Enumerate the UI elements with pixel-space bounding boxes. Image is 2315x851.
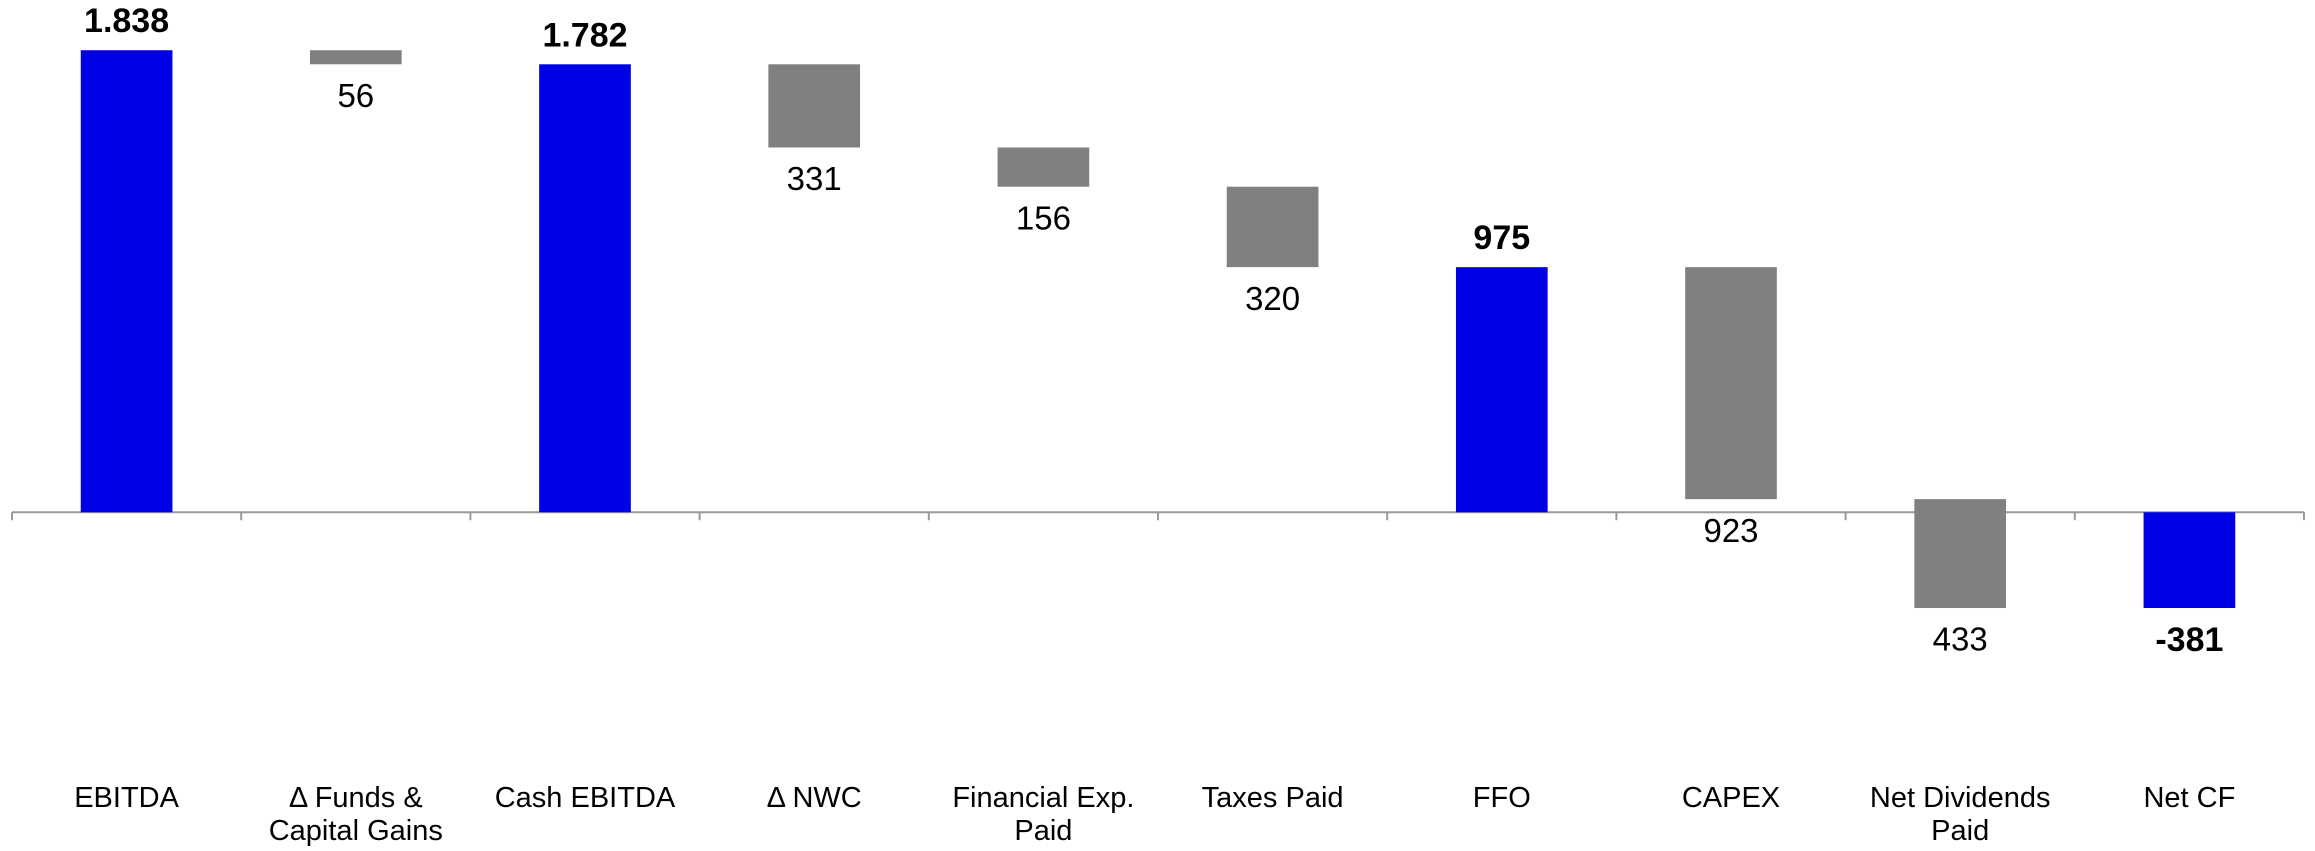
decrease-bar (768, 64, 861, 148)
total-bar (2143, 512, 2236, 609)
value-label: 1.838 (84, 2, 169, 40)
decrease-bar (1914, 499, 2007, 609)
value-label: 156 (1016, 199, 1071, 236)
x-tick-label: Net Dividends Paid (1869, 782, 2051, 847)
value-label: 433 (1933, 621, 1988, 658)
decrease-bar (1226, 186, 1319, 268)
value-label: 975 (1473, 219, 1530, 257)
x-tick-label: Δ NWC (766, 782, 862, 814)
decrease-bar (309, 50, 402, 65)
value-label: 56 (337, 77, 374, 114)
x-tick-label: EBITDA (74, 782, 179, 814)
x-tick-label: Cash EBITDA (494, 782, 676, 814)
x-tick-label: FFO (1472, 782, 1531, 814)
x-tick-label: Net CF (2143, 782, 2236, 814)
total-bar (539, 64, 631, 513)
value-label: 1.782 (542, 16, 627, 54)
x-tick-label: Δ Funds & Capital Gains (268, 782, 443, 847)
value-label: 320 (1245, 280, 1300, 317)
total-bar (1455, 267, 1548, 513)
value-label: -381 (2155, 621, 2223, 659)
x-tick-label: Financial Exp. Paid (952, 782, 1135, 847)
value-label: 331 (787, 160, 842, 197)
decrease-bar (997, 147, 1090, 187)
x-tick-label: CAPEX (1681, 782, 1781, 814)
value-label: 923 (1703, 512, 1758, 549)
x-tick-label: Taxes Paid (1201, 782, 1344, 814)
total-bar (80, 50, 173, 513)
decrease-bar (1685, 267, 1777, 500)
